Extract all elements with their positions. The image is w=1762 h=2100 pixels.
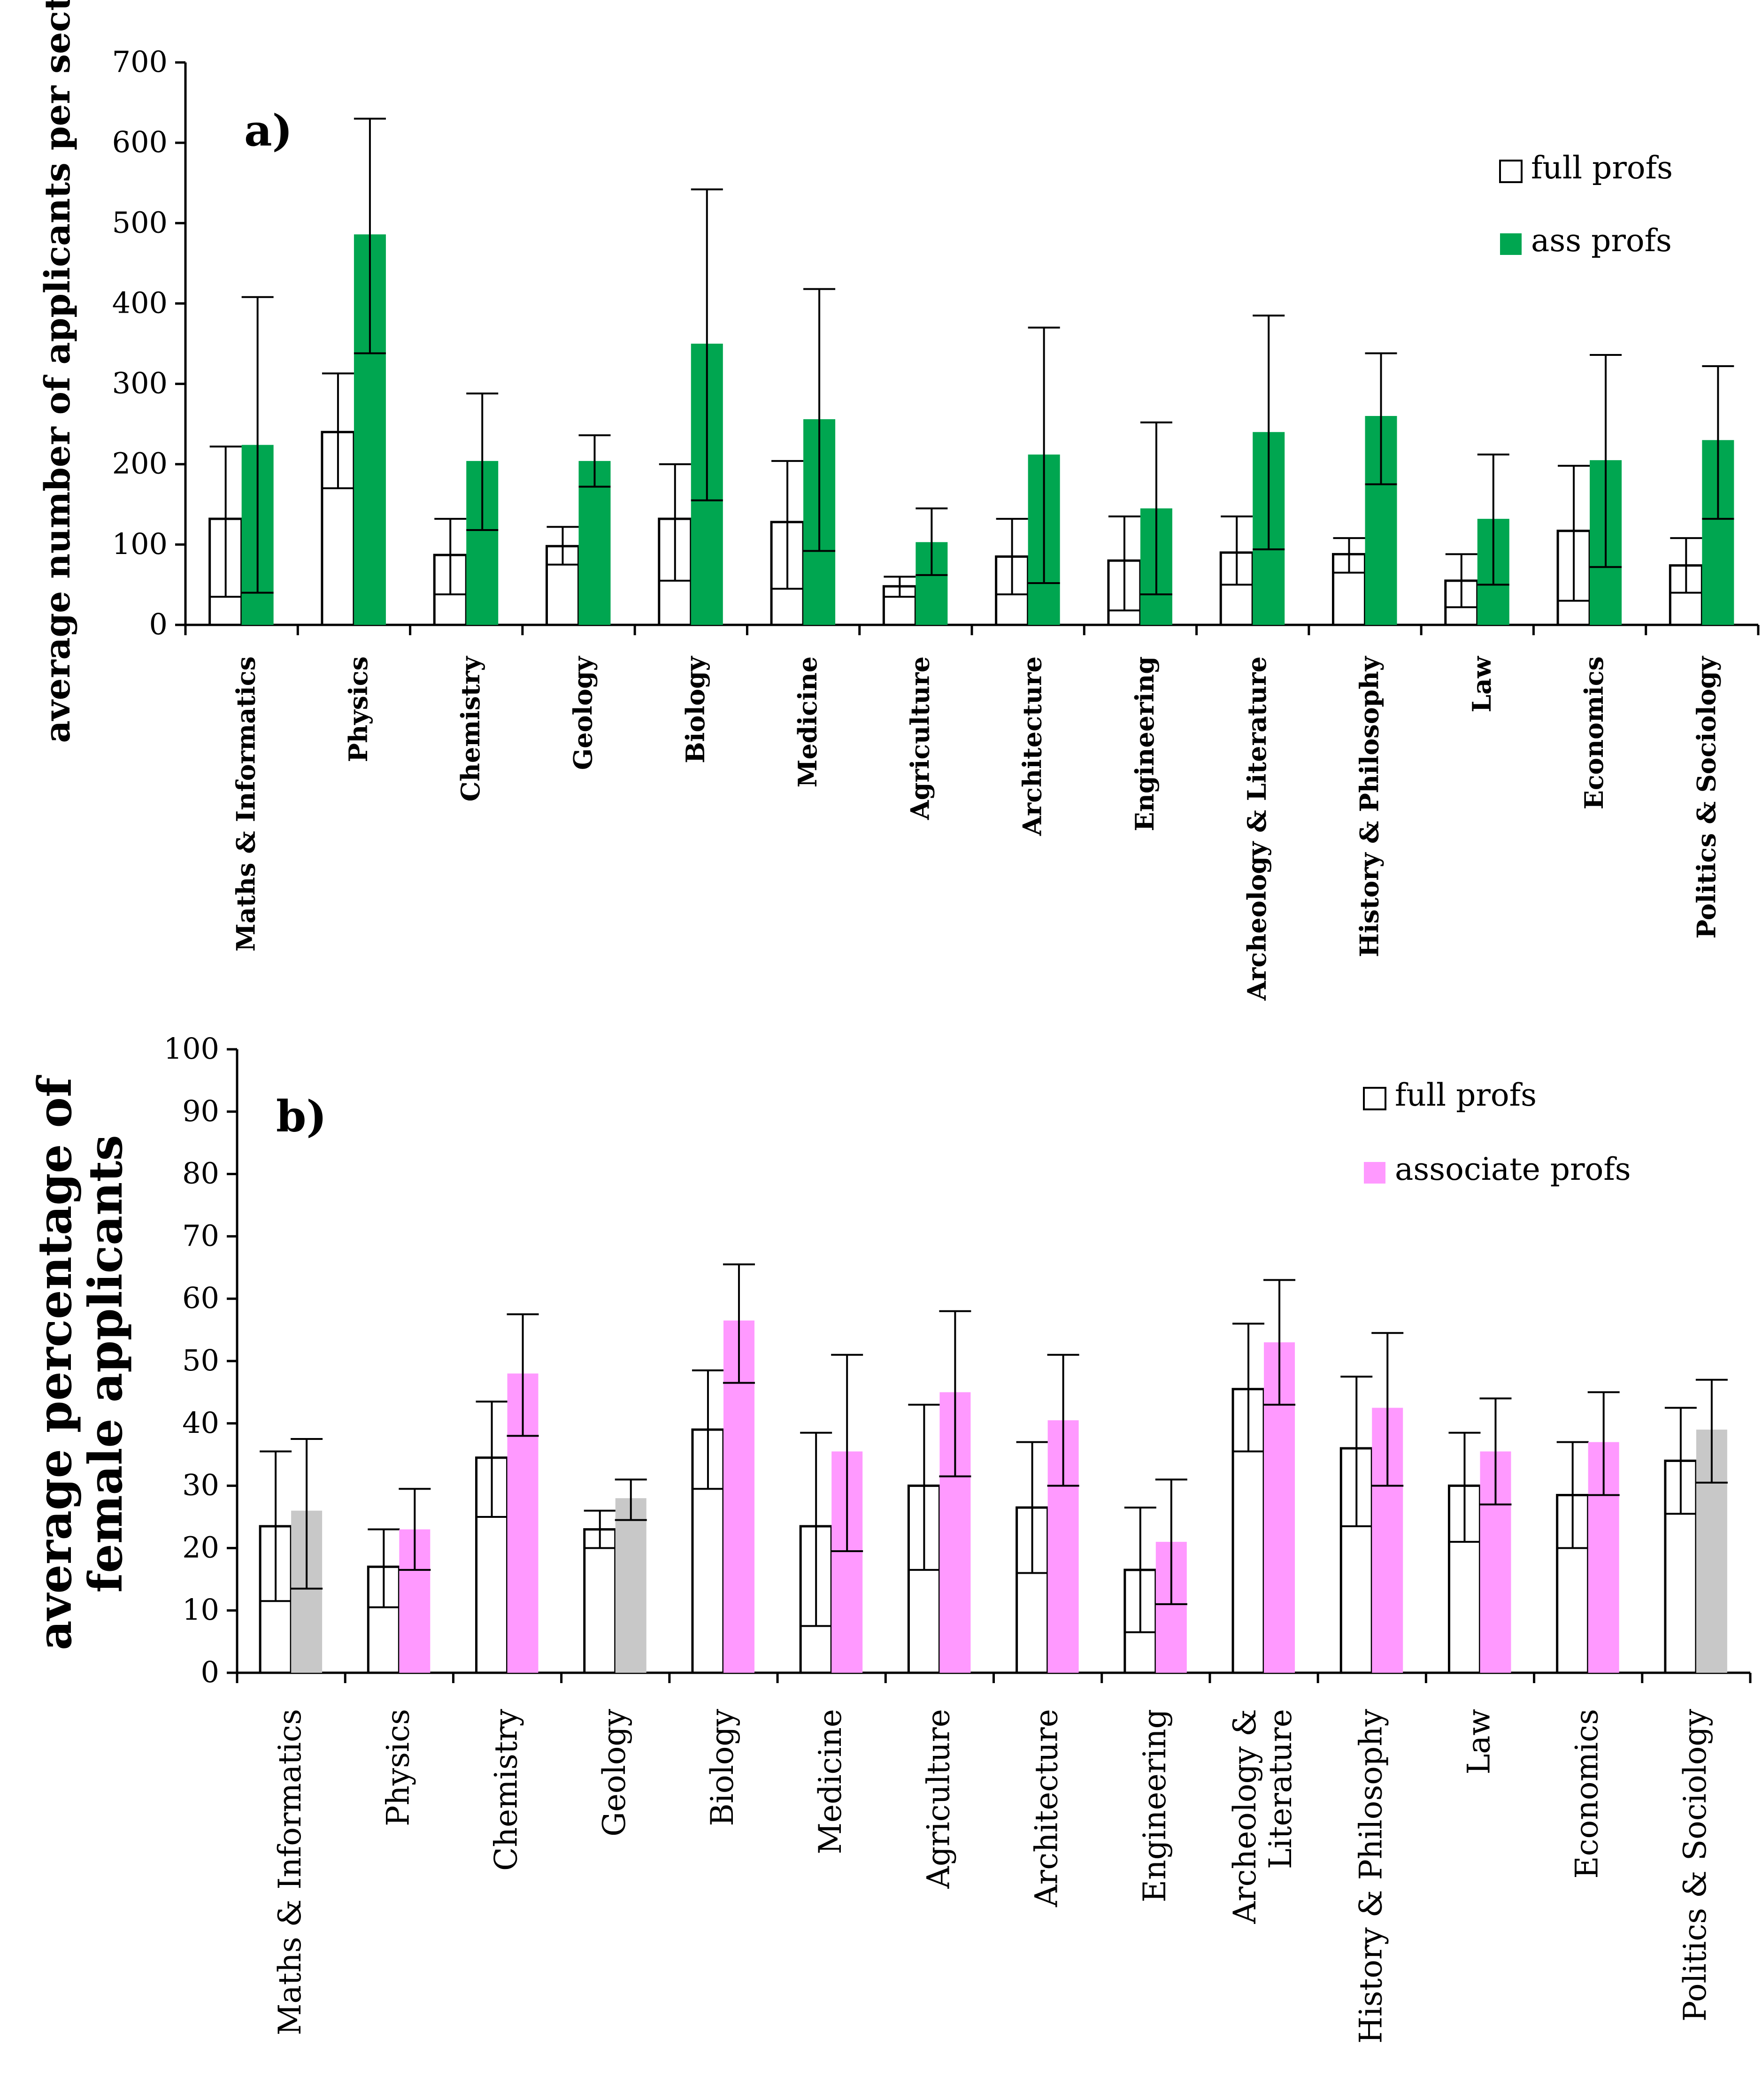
y-tick-label-a: 100 [112, 527, 168, 561]
legend-swatch-b-full-profs [1363, 1087, 1386, 1110]
x-category-label-a: Geology [568, 655, 598, 770]
chart-panel-a: 0 100 200 300 400 500 600 700 Maths & Informatic… [38, 0, 1760, 1001]
y-tick-label-b: 40 [182, 1406, 219, 1440]
x-category-label-b: Economics [1569, 1709, 1605, 1879]
x-category-label-b: Maths & Informatics [272, 1709, 308, 2035]
y-tick-label-a: 600 [112, 125, 168, 159]
bar-b-full-profs-biology [691, 1428, 725, 1674]
legend-swatch-b-associate-profs [1364, 1162, 1385, 1184]
bar-b-full-profs-geology [583, 1528, 617, 1674]
y-tick-label-b: 70 [182, 1218, 219, 1253]
x-category-label-b: Law [1461, 1709, 1497, 1775]
x-category-label-a: Physics [343, 656, 373, 762]
y-tick-label-b: 50 [182, 1343, 219, 1377]
x-category-label-a: Law [1467, 655, 1497, 712]
x-category-label-b: Medicine [812, 1709, 848, 1854]
bar-a-ass-profs-geology [578, 461, 611, 625]
y-tick-label-b: 80 [182, 1156, 219, 1191]
x-category-label-b: Physics [380, 1709, 416, 1826]
legend-label-a-full-profs: full profs [1531, 150, 1673, 186]
x-category-label-a: History & Philosophy [1354, 655, 1385, 957]
x-category-label-b: Agriculture [920, 1709, 956, 1889]
panel-label-a: a) [244, 105, 292, 156]
x-category-label-a: Architecture [1017, 656, 1047, 836]
x-category-label-a: Politics & Sociology [1691, 655, 1721, 938]
x-category-label-b: History & Philosophy [1353, 1708, 1389, 2044]
legend-swatch-a-full-profs [1499, 160, 1523, 183]
y-tick-label-b: 20 [182, 1530, 219, 1564]
y-tick-label-a: 700 [112, 45, 168, 79]
bar-b-full-profs-law [1447, 1485, 1481, 1674]
y-tick-label-b: 10 [182, 1592, 219, 1627]
y-tick-label-a: 400 [112, 285, 168, 320]
x-category-label-b: Biology [704, 1708, 740, 1826]
y-tick-label-b: 60 [182, 1281, 219, 1315]
y-axis-title-b: female applicants [79, 1135, 133, 1592]
x-category-label-a: Agriculture [905, 656, 935, 820]
legend-swatch-a-ass-profs [1500, 233, 1522, 255]
legend-label-b-full-profs: full profs [1395, 1077, 1537, 1113]
x-category-label-b: Archeology & [1227, 1709, 1263, 1924]
x-category-label-a: Economics [1579, 656, 1609, 809]
y-tick-label-a: 300 [112, 366, 168, 400]
y-tick-label-b: 100 [164, 1031, 219, 1066]
y-tick-label-a: 500 [112, 205, 168, 239]
x-category-label-b: Engineering [1137, 1709, 1173, 1902]
y-tick-label-b: 30 [182, 1468, 219, 1502]
chart-panel-b: 0 10 20 30 40 50 60 70 80 90 100 Maths & Informatic… [28, 1031, 1752, 2044]
y-axis-title-b: average percentage of [28, 1075, 82, 1650]
x-category-label-a: Biology [680, 655, 710, 763]
bar-b-associate-profs-geology [615, 1498, 646, 1673]
legend-label-b-associate-profs: associate profs [1395, 1151, 1631, 1187]
legend-label-a-ass-profs: ass profs [1531, 223, 1672, 259]
x-category-label-b: Politics & Sociology [1677, 1708, 1713, 2022]
x-category-label-a: Chemistry [455, 655, 485, 801]
panel-label-b: b) [276, 1091, 327, 1142]
y-tick-label-b: 0 [201, 1655, 219, 1689]
x-category-label-b: Chemistry [488, 1708, 524, 1871]
x-category-label-b: Geology [596, 1708, 632, 1837]
y-tick-label-a: 200 [112, 446, 168, 481]
x-category-label-b: Literature [1262, 1709, 1299, 1869]
x-category-label-a: Engineering [1130, 656, 1160, 831]
x-category-label-b: Architecture [1029, 1709, 1065, 1908]
y-tick-label-b: 90 [182, 1094, 219, 1128]
x-category-label-a: Medicine [793, 656, 823, 787]
y-axis-title-a: average number of applicants per section [38, 0, 78, 743]
x-category-label-a: Maths & Informatics [231, 656, 261, 952]
x-category-label-a: Archeology & Literature [1242, 656, 1272, 1001]
y-tick-label-a: 0 [149, 607, 168, 641]
